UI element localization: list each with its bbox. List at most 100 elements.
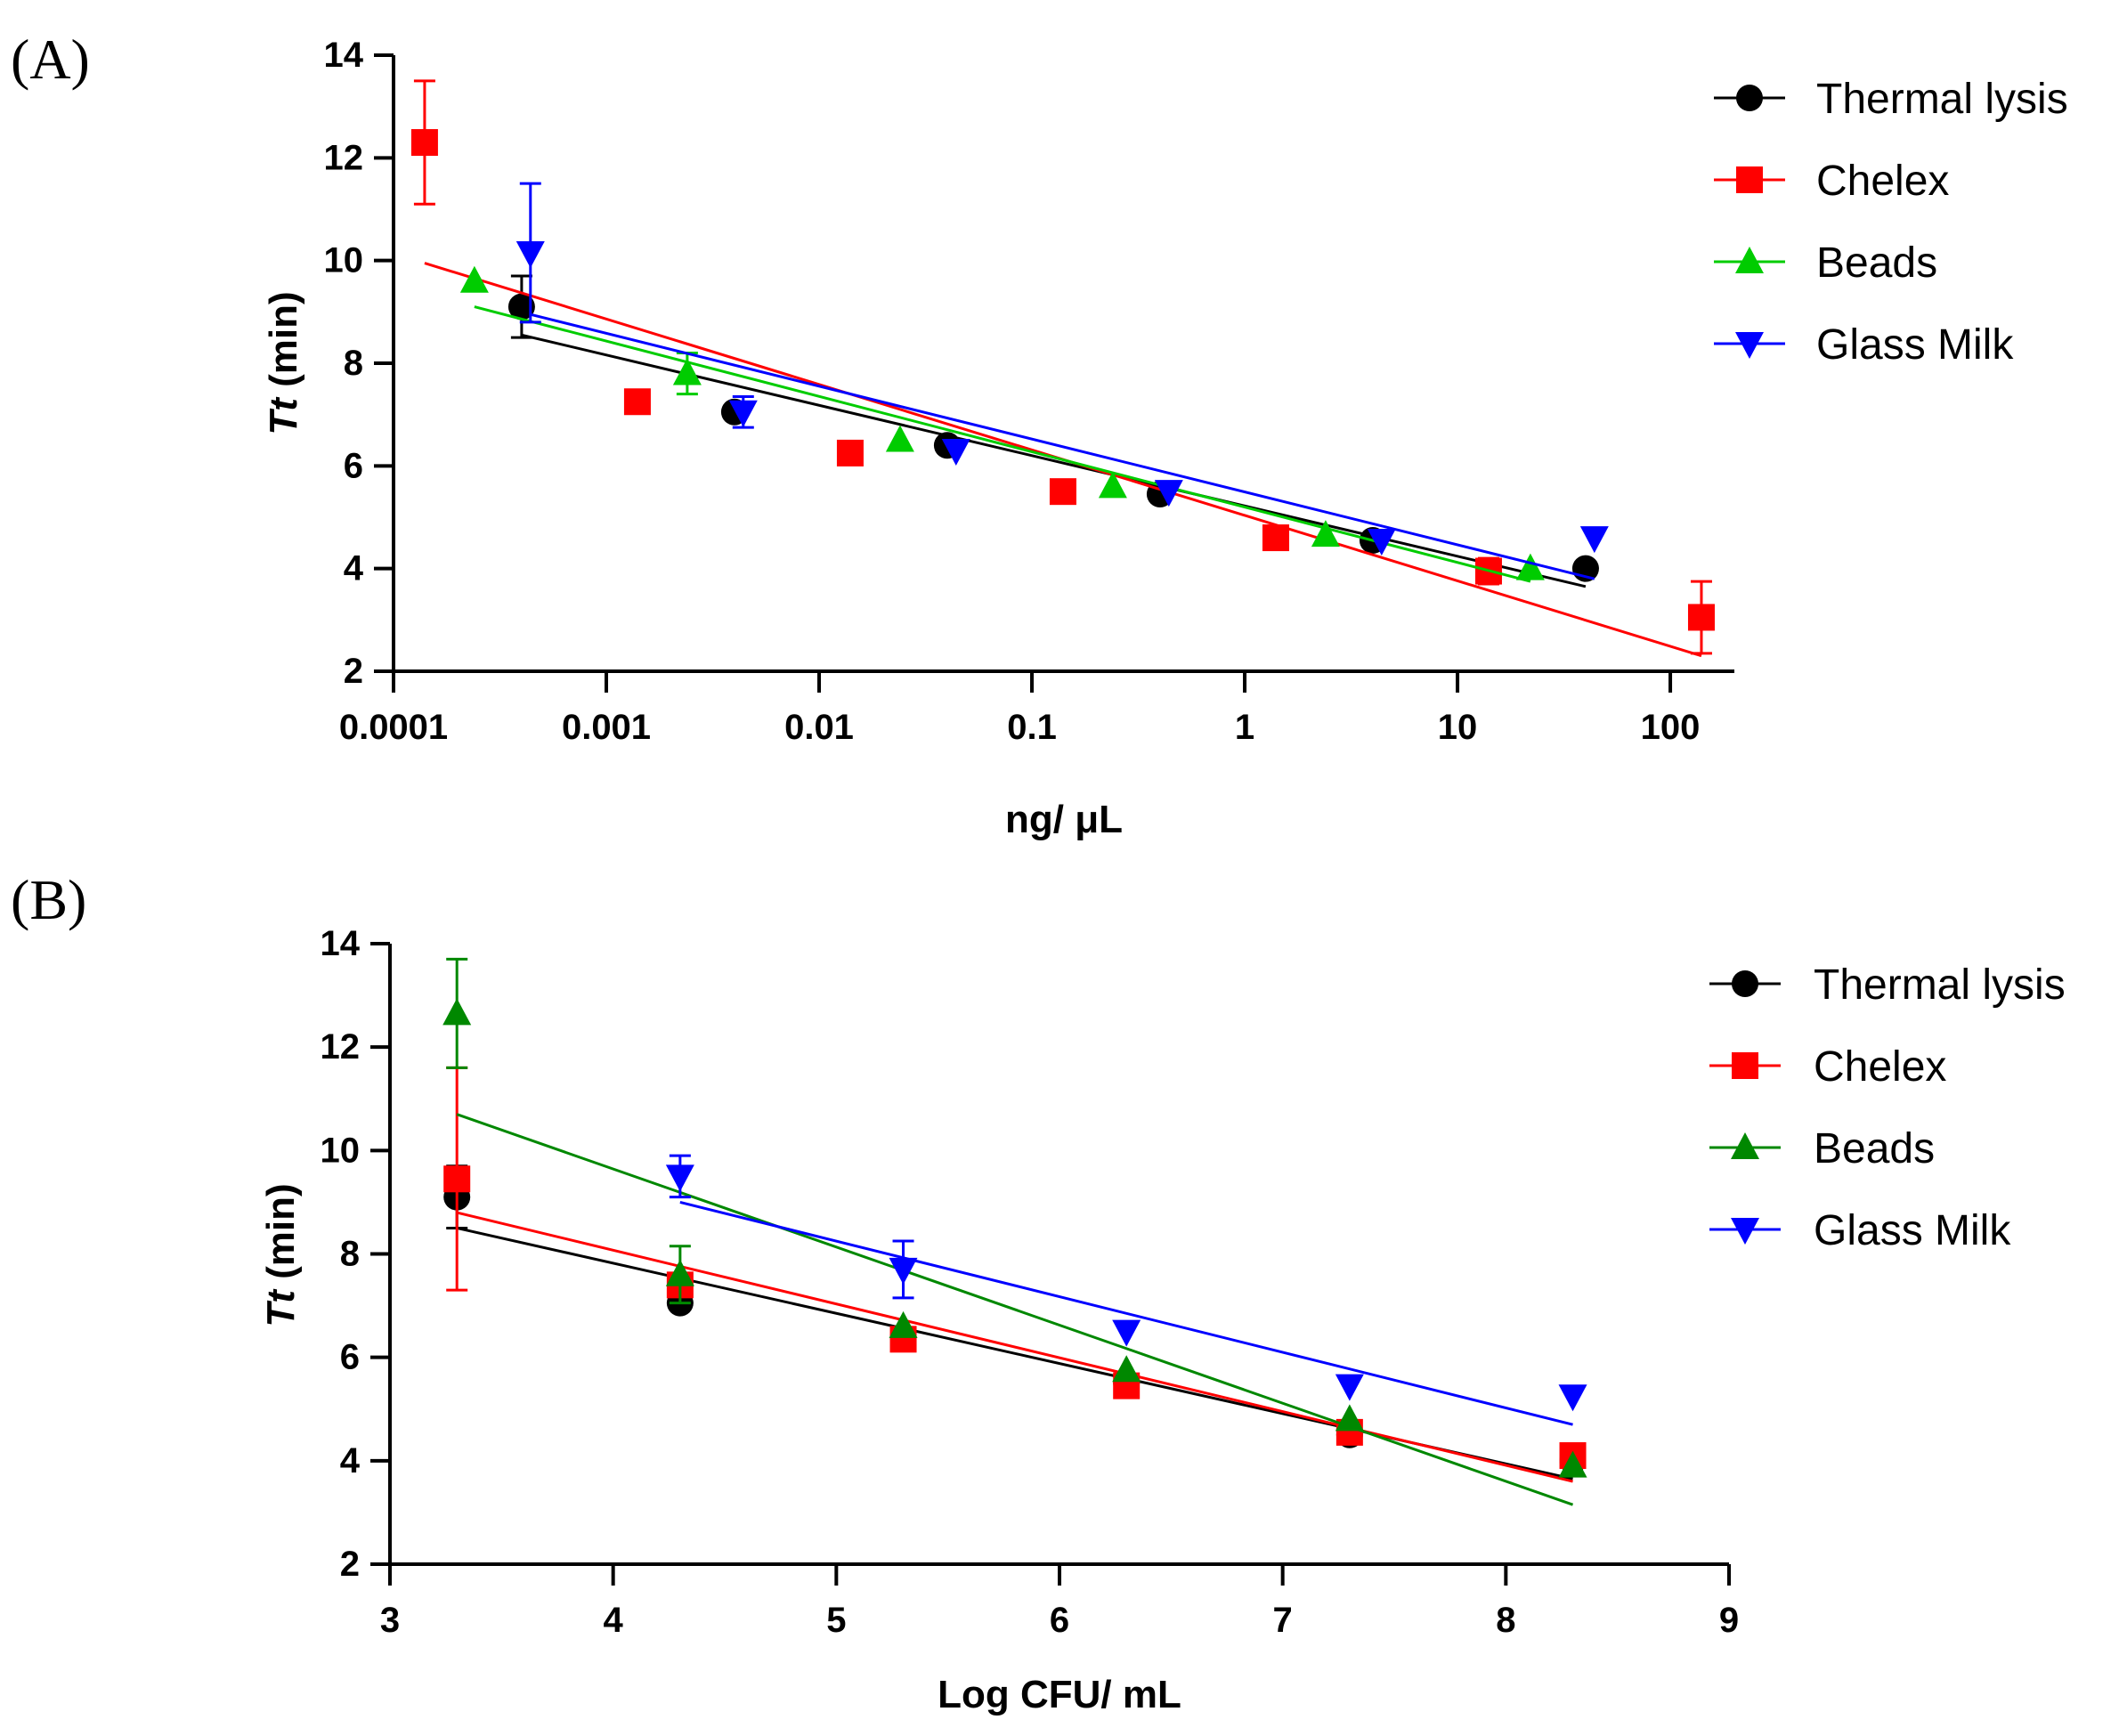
legend-marker-icon [1732, 970, 1758, 997]
fit-line-beads [474, 305, 1531, 583]
panel-b-legend-entry-beads: Beads [1709, 1125, 1935, 1172]
panel-a-xtick-label: 10 [1438, 708, 1478, 747]
panel-b-ytick-label: 6 [340, 1338, 360, 1377]
series-beads [442, 957, 1587, 1506]
legend-label: Beads [1816, 239, 1937, 287]
fit-line-glass-milk [679, 1200, 1573, 1426]
panel-b-label: (B) [11, 868, 86, 931]
fit-line-chelex [456, 1211, 1573, 1483]
panel-b-xtick-label: 6 [1050, 1601, 1069, 1640]
data-point-chelex [1049, 478, 1076, 506]
legend-label: Chelex [1814, 1043, 1946, 1091]
panel-a-y-axis-title-var: Tt [262, 396, 305, 435]
legend-marker-shape [1735, 247, 1764, 273]
panel-a-ytick-label: 12 [324, 138, 364, 177]
series-chelex [443, 1066, 1587, 1483]
panel-a-chart: (A) 2 4 6 8 10 12 14 [11, 28, 2068, 841]
panel-b-ytick-label: 8 [340, 1235, 360, 1274]
panel-a-y-axis-title-unit: (min) [262, 291, 305, 398]
data-point-chelex [443, 1165, 471, 1193]
panel-a-ytick-label: 2 [344, 652, 363, 691]
series-glass-milk [516, 182, 1609, 580]
legend-marker-icon [1731, 1218, 1759, 1245]
data-point-glass-milk [665, 1164, 694, 1192]
panel-a-x-axis-title: ng/ μL [1005, 798, 1123, 841]
panel-b-y-ticks: 2 4 6 8 10 12 14 [321, 924, 390, 1584]
panel-b-y-axis-title-unit: (min) [259, 1183, 303, 1290]
panel-a-ytick-label: 6 [344, 446, 363, 485]
data-point-beads [889, 1310, 918, 1338]
panel-a-legend-entry-glass-milk: Glass Milk [1714, 321, 2014, 369]
legend-marker-shape [1735, 332, 1764, 359]
data-point-chelex [836, 439, 864, 466]
data-point-glass-milk [728, 400, 758, 427]
panel-b-xtick-label: 7 [1273, 1601, 1293, 1640]
series-glass-milk [665, 1154, 1587, 1426]
panel-a-xtick-label: 0.1 [1007, 708, 1057, 747]
legend-marker-shape [1732, 1052, 1758, 1079]
data-point-glass-milk [1579, 526, 1609, 554]
data-point-chelex [623, 388, 651, 416]
panel-b-ytick-label: 2 [340, 1545, 360, 1584]
panel-b-ytick-label: 12 [321, 1027, 361, 1067]
data-point-beads [442, 998, 472, 1026]
panel-b-legend-entry-thermal-lysis: Thermal lysis [1709, 961, 2066, 1009]
panel-a-x-ticks: 0.0001 0.001 0.01 0.1 1 10 100 [339, 671, 1701, 747]
data-point-beads [1098, 471, 1127, 499]
panel-b-xtick-label: 5 [826, 1601, 846, 1640]
data-point-glass-milk [1335, 1374, 1364, 1401]
data-point-glass-milk [941, 439, 970, 466]
panel-b-xtick-label: 8 [1496, 1601, 1515, 1640]
data-point-beads [1515, 553, 1545, 580]
legend-label: Glass Milk [1816, 321, 2014, 369]
panel-b-chart: (B) 2 4 6 8 10 12 14 [11, 868, 2066, 1716]
legend-marker-shape [1732, 970, 1758, 997]
legend-marker-shape [1731, 1132, 1759, 1159]
panel-a-ytick-label: 4 [344, 549, 364, 588]
data-point-glass-milk [516, 241, 545, 269]
data-point-glass-milk [1367, 528, 1396, 556]
panel-b-ytick-label: 4 [340, 1441, 361, 1480]
panel-b-legend-entry-glass-milk: Glass Milk [1709, 1207, 2011, 1254]
panel-a-xtick-label: 0.001 [562, 708, 651, 747]
panel-a-ytick-label: 10 [324, 241, 364, 280]
panel-a-legend-entry-thermal-lysis: Thermal lysis [1714, 76, 2068, 123]
panel-b-plot [442, 957, 1587, 1506]
panel-a-xtick-label: 0.0001 [339, 708, 448, 747]
panel-a-legend-entry-chelex: Chelex [1714, 158, 1949, 205]
legend-marker-icon [1736, 166, 1763, 193]
legend-marker-icon [1735, 247, 1764, 273]
legend-marker-icon [1731, 1132, 1759, 1159]
panel-b-xtick-label: 9 [1719, 1601, 1739, 1640]
legend-label: Glass Milk [1814, 1207, 2011, 1254]
panel-b-y-axis-title: Tt (min) [259, 1183, 303, 1326]
panel-b-legend-entry-chelex: Chelex [1709, 1043, 1946, 1091]
data-point-glass-milk [1558, 1384, 1587, 1412]
panel-b-xtick-label: 3 [380, 1601, 400, 1640]
panel-a-y-axis-title: Tt (min) [262, 291, 305, 434]
data-point-glass-milk [889, 1257, 918, 1285]
panel-a-y-ticks: 2 4 6 8 10 12 14 [324, 36, 394, 691]
series-thermal-lysis [443, 1164, 1587, 1480]
panel-a-xtick-label: 0.01 [784, 708, 854, 747]
panel-b-legend: Thermal lysis Chelex Beads Glass Milk [1709, 961, 2066, 1254]
panel-b-xtick-label: 4 [604, 1601, 624, 1640]
legend-marker-icon [1736, 85, 1763, 111]
panel-a-xtick-label: 100 [1641, 708, 1701, 747]
panel-a-legend-entry-beads: Beads [1714, 239, 1937, 287]
legend-marker-icon [1735, 332, 1764, 359]
panel-a-legend: Thermal lysis Chelex Beads Glass Milk [1714, 76, 2068, 369]
legend-label: Thermal lysis [1814, 961, 2066, 1009]
data-point-beads [459, 265, 489, 293]
panel-b-ytick-label: 14 [321, 924, 361, 963]
legend-marker-shape [1731, 1218, 1759, 1245]
series-beads [459, 265, 1545, 583]
legend-label: Beads [1814, 1125, 1935, 1172]
panel-a-ytick-label: 14 [324, 36, 364, 75]
fit-line-thermal-lysis [521, 333, 1587, 588]
data-point-beads [1311, 520, 1340, 548]
panel-b-x-ticks: 3 4 5 6 7 8 9 [380, 1564, 1739, 1640]
legend-marker-shape [1736, 166, 1763, 193]
fit-line-beads [456, 1113, 1574, 1506]
